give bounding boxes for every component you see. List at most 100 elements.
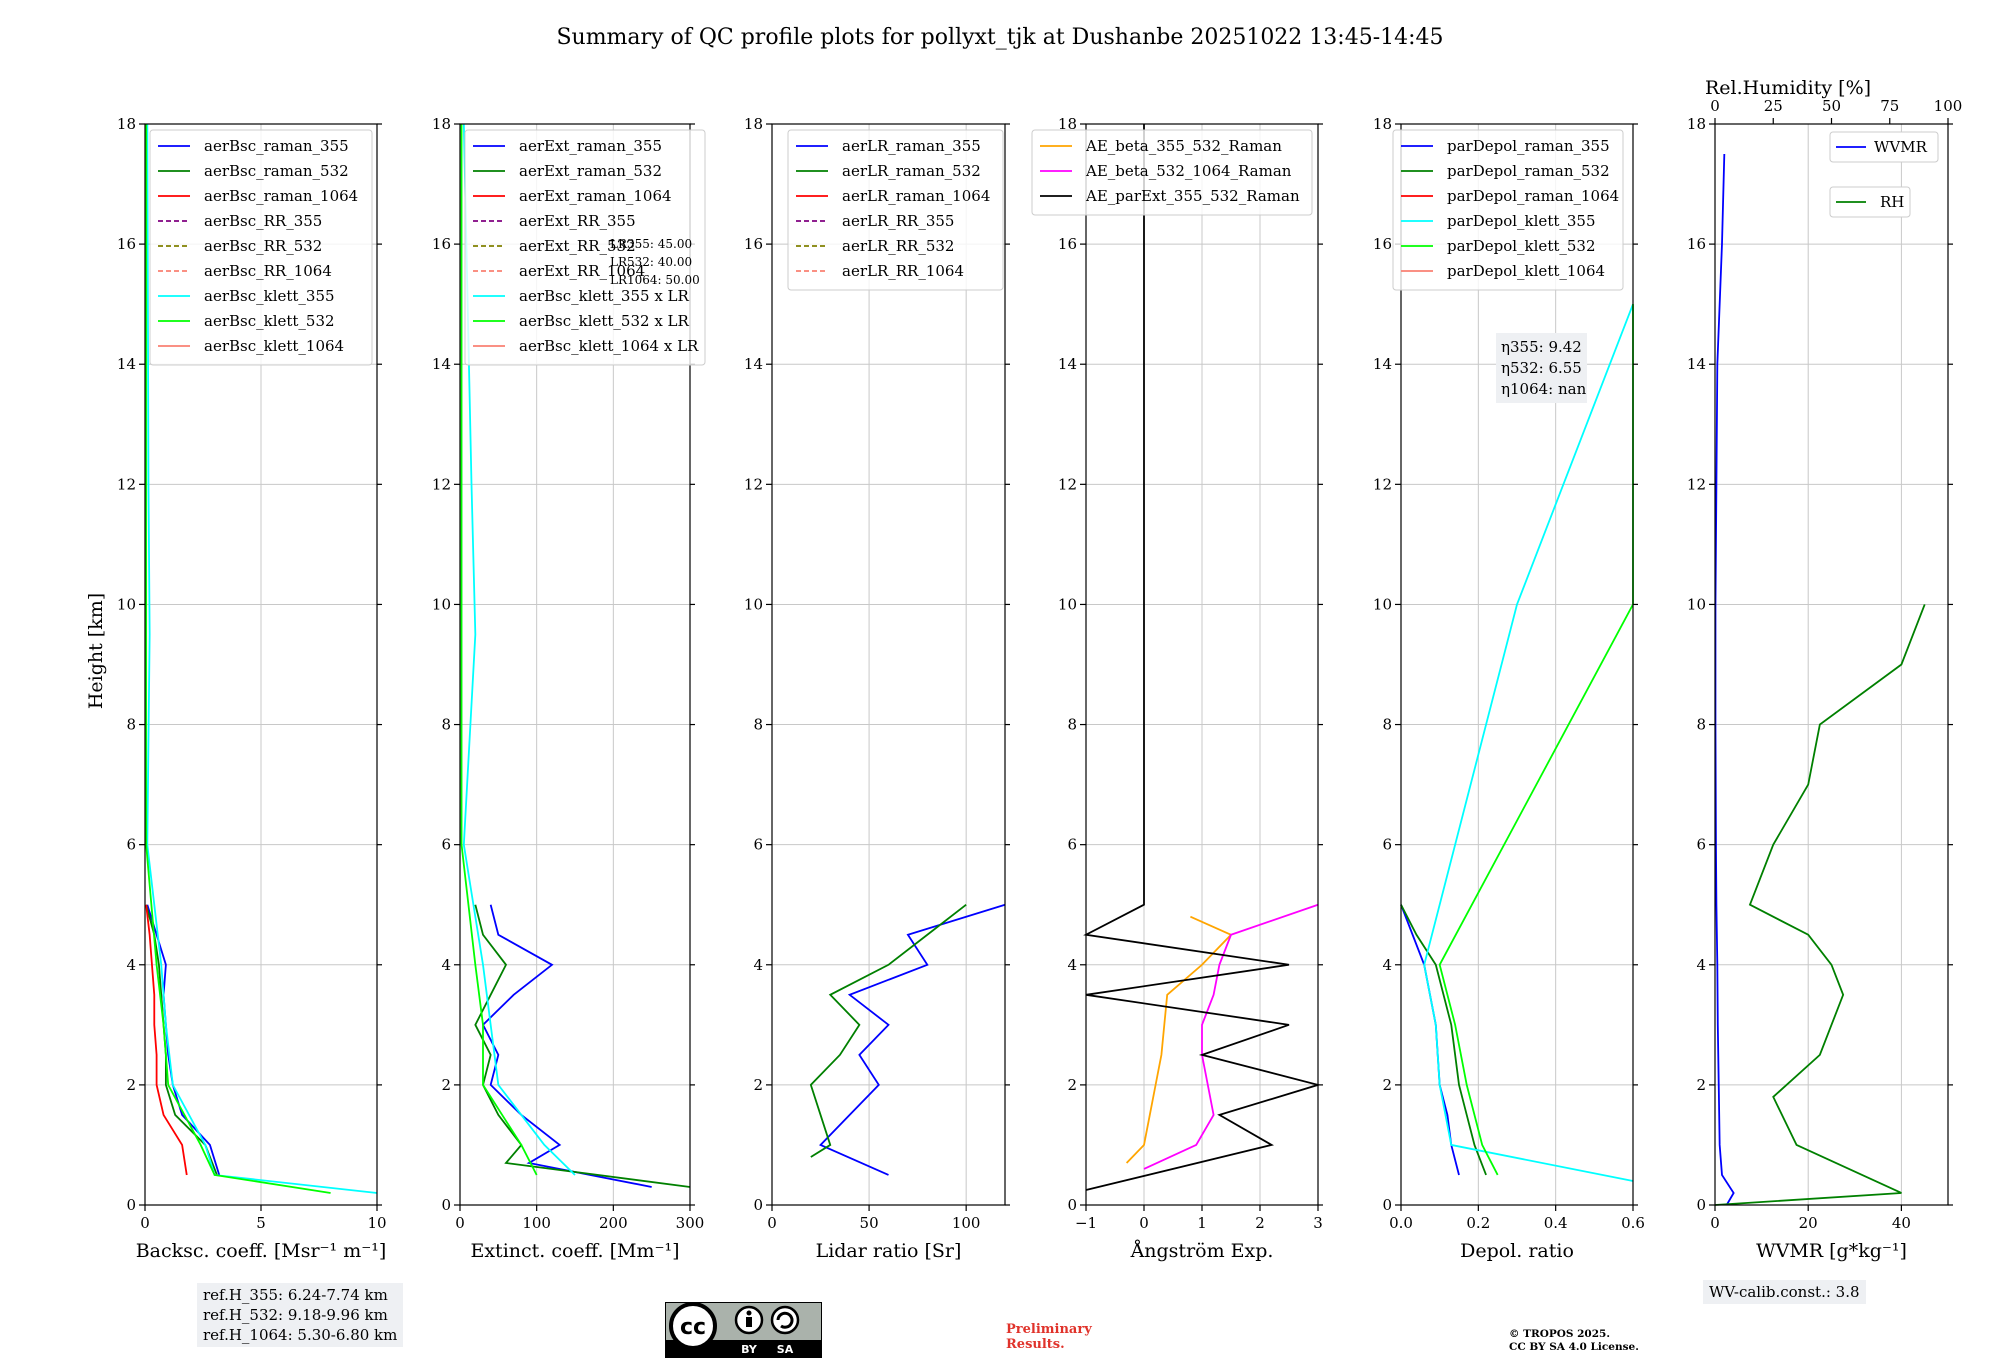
legend-rh: RH: [1829, 186, 1911, 218]
x-tick-label: 0.0: [1389, 1214, 1413, 1232]
lr-note: LR1064: 50.00: [610, 273, 700, 287]
series-parDepol_raman_532: [1400, 904, 1487, 1176]
x-tick-label: 0: [1139, 1214, 1149, 1232]
legend-label: parDepol_klett_532: [1447, 237, 1596, 255]
legend-label: aerBsc_raman_1064: [204, 187, 358, 205]
legend-label: aerLR_raman_532: [842, 162, 981, 180]
cc-sa-label: SA: [777, 1343, 794, 1356]
legend-label: aerLR_RR_355: [842, 212, 954, 230]
wv-calib-text: WV-calib.const.: 3.8: [1709, 1283, 1860, 1301]
x-axis-label: Lidar ratio [Sr]: [816, 1240, 962, 1262]
ref-height-1064: ref.H_1064: 5.30-6.80 km: [203, 1326, 398, 1344]
legend-label: parDepol_raman_532: [1447, 162, 1610, 180]
y-axis-label: Height [km]: [85, 593, 107, 709]
y-tick-label: 12: [1373, 475, 1392, 493]
legend-label: RH: [1880, 193, 1904, 211]
top-tick-label: 75: [1880, 97, 1899, 115]
legend-label: parDepol_raman_355: [1447, 137, 1610, 155]
y-tick-label: 6: [441, 836, 451, 854]
legend-label: parDepol_klett_355: [1447, 212, 1596, 230]
y-tick-label: 6: [753, 836, 763, 854]
x-axis-label: WVMR [g*kg⁻¹]: [1756, 1240, 1907, 1262]
ref-height-box: ref.H_355: 6.24-7.74 km ref.H_532: 9.18-…: [197, 1283, 404, 1347]
preliminary-line-2: Results.: [1006, 1337, 1065, 1352]
y-tick-label: 4: [1696, 956, 1706, 974]
legend: AE_beta_355_532_Raman AE_beta_532_1064_Ra…: [1031, 129, 1313, 216]
y-tick-label: 4: [441, 956, 451, 974]
legend-label: parDepol_raman_1064: [1447, 187, 1619, 205]
x-axis-label: Extinct. coeff. [Mm⁻¹]: [470, 1240, 679, 1262]
y-tick-label: 16: [117, 235, 136, 253]
top-tick-label: 50: [1822, 97, 1841, 115]
y-tick-label: 10: [432, 595, 451, 613]
legend: parDepol_raman_355 parDepol_raman_532 parD…: [1392, 129, 1624, 291]
series-aerBsc_klett_532: [145, 124, 331, 1194]
y-tick-label: 18: [117, 115, 136, 133]
legend-label: aerBsc_klett_355: [204, 287, 335, 305]
x-tick-label: 300: [676, 1214, 705, 1232]
legend-label: AE_parExt_355_532_Raman: [1085, 187, 1300, 205]
y-tick-label: 14: [1058, 355, 1077, 373]
ref-height-532: ref.H_532: 9.18-9.96 km: [203, 1306, 388, 1324]
y-tick-label: 2: [441, 1076, 451, 1094]
eta-text: η532: 6.55: [1501, 359, 1582, 377]
series-aerBsc_klett_355: [146, 123, 378, 1194]
legend-label: aerBsc_klett_1064: [204, 337, 344, 355]
legend-label: aerBsc_klett_355 x LR: [519, 287, 690, 305]
series-RH: [1714, 604, 1926, 1206]
x-tick-label: 0: [767, 1214, 777, 1232]
axes-frame: [459, 123, 691, 1206]
series-aerExt_raman_355: [481, 904, 652, 1188]
legend-wvmr: WVMR: [1829, 131, 1939, 163]
y-tick-label: 0: [441, 1196, 451, 1214]
y-tick-label: 2: [126, 1076, 136, 1094]
legend-label: AE_beta_355_532_Raman: [1085, 137, 1282, 155]
y-tick-label: 16: [744, 235, 763, 253]
x-tick-label: 0: [455, 1214, 465, 1232]
y-tick-label: 2: [753, 1076, 763, 1094]
legend-label: aerExt_raman_532: [519, 162, 662, 180]
y-tick-label: 2: [1382, 1076, 1392, 1094]
eta-text: η355: 9.42: [1501, 338, 1582, 356]
legend-label: aerExt_raman_1064: [519, 187, 672, 205]
legend-label: aerBsc_raman_355: [204, 137, 349, 155]
legend-label: AE_beta_532_1064_Raman: [1085, 162, 1292, 180]
x-tick-label: −1: [1075, 1214, 1097, 1232]
x-tick-label: 0: [140, 1214, 150, 1232]
series-parDepol_klett_355: [1423, 303, 1634, 1182]
legend-label: aerBsc_klett_1064 x LR: [519, 337, 699, 355]
preliminary-line-1: Preliminary: [1006, 1322, 1092, 1337]
series-AE_beta_532_1064_Raman: [1143, 903, 1319, 1170]
top-tick-label: 0: [1710, 97, 1720, 115]
preliminary-note: Preliminary Results.: [1006, 1322, 1092, 1352]
x-tick-label: 200: [599, 1214, 628, 1232]
y-tick-label: 0: [1382, 1196, 1392, 1214]
legend-label: aerLR_RR_532: [842, 237, 954, 255]
legend-box: [464, 129, 706, 366]
y-tick-label: 14: [1373, 355, 1392, 373]
y-tick-label: 8: [753, 716, 763, 734]
series-aerBsc_raman_532: [145, 904, 218, 1176]
svg-text:cc: cc: [680, 1315, 706, 1340]
y-tick-label: 12: [1687, 475, 1706, 493]
y-tick-label: 16: [1373, 235, 1392, 253]
y-tick-label: 10: [744, 595, 763, 613]
eta-text: η1064: nan: [1501, 380, 1587, 398]
y-tick-label: 4: [1067, 956, 1077, 974]
x-tick-label: 3: [1313, 1214, 1323, 1232]
wv-calib-box: WV-calib.const.: 3.8: [1703, 1280, 1866, 1304]
y-tick-label: 0: [1067, 1196, 1077, 1214]
legend-label: aerExt_RR_1064: [519, 262, 645, 280]
x-tick-label: 10: [367, 1214, 386, 1232]
legend-label: aerBsc_raman_532: [204, 162, 349, 180]
x-tick-label: 50: [860, 1214, 879, 1232]
x-tick-label: 100: [952, 1214, 981, 1232]
y-tick-label: 6: [1696, 836, 1706, 854]
y-tick-label: 8: [1696, 716, 1706, 734]
y-tick-label: 8: [1382, 716, 1392, 734]
legend-label: aerLR_RR_1064: [842, 262, 964, 280]
y-tick-label: 2: [1067, 1076, 1077, 1094]
y-tick-label: 8: [1067, 716, 1077, 734]
legend-label: aerBsc_RR_355: [204, 212, 322, 230]
x-tick-label: 0.2: [1466, 1214, 1490, 1232]
